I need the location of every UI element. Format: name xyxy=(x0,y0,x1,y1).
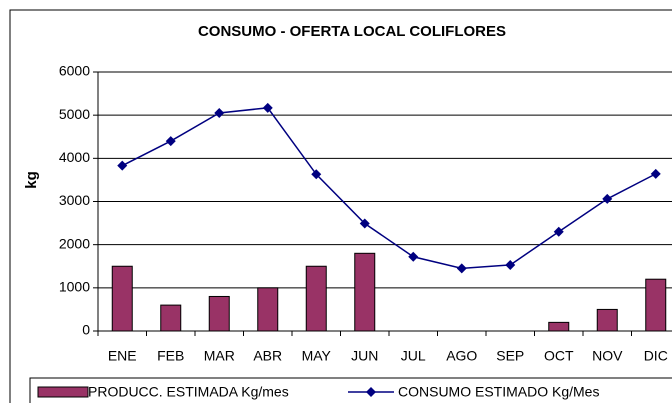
line xyxy=(121,107,657,270)
x-tick-label: OCT xyxy=(544,348,574,364)
legend-label: CONSUMO ESTIMADO Kg/Mes xyxy=(398,384,599,400)
marker xyxy=(214,108,225,119)
y-tick-label: 3000 xyxy=(59,192,90,208)
y-axis-label: kg xyxy=(23,171,40,189)
x-tick-label: JUL xyxy=(401,348,426,364)
chart-frame xyxy=(9,9,672,403)
legend-box xyxy=(29,377,672,403)
x-tick-label: DIC xyxy=(644,348,668,364)
x-tick-label: ENE xyxy=(108,348,137,364)
y-tick-label: 5000 xyxy=(59,106,90,122)
x-tick-label: ABR xyxy=(253,348,282,364)
bar xyxy=(645,278,667,332)
bar xyxy=(596,308,618,332)
marker xyxy=(311,169,322,180)
marker xyxy=(650,168,661,179)
legend-marker xyxy=(366,387,376,397)
marker xyxy=(165,136,176,147)
y-tick-label: 4000 xyxy=(59,149,90,165)
bar xyxy=(111,265,133,332)
x-tick-label: SEP xyxy=(496,348,524,364)
y-tick-label: 1000 xyxy=(59,279,90,295)
marker xyxy=(456,263,467,274)
x-tick-label: AGO xyxy=(446,348,477,364)
marker xyxy=(408,251,419,262)
x-tick-label: MAY xyxy=(302,348,332,364)
bar xyxy=(354,252,376,332)
x-tick-label: MAR xyxy=(204,348,235,364)
bar xyxy=(257,287,279,332)
chart-title: CONSUMO - OFERTA LOCAL COLIFLORES xyxy=(198,23,506,40)
marker xyxy=(602,193,613,204)
y-tick-label: 2000 xyxy=(59,235,90,251)
marker xyxy=(505,259,516,270)
y-tick-label: 0 xyxy=(82,322,90,338)
marker xyxy=(359,218,370,229)
x-tick-label: NOV xyxy=(592,348,623,364)
bar xyxy=(548,321,570,332)
bar xyxy=(208,295,230,332)
legend-swatch xyxy=(37,386,89,398)
bar xyxy=(305,265,327,332)
x-tick-label: JUN xyxy=(351,348,378,364)
x-tick-label: FEB xyxy=(157,348,184,364)
marker xyxy=(117,160,128,171)
bar xyxy=(160,304,182,332)
legend-label: PRODUCC. ESTIMADA Kg/mes xyxy=(88,384,289,400)
y-tick-label: 6000 xyxy=(59,63,90,79)
marker xyxy=(262,102,273,113)
marker xyxy=(553,226,564,237)
